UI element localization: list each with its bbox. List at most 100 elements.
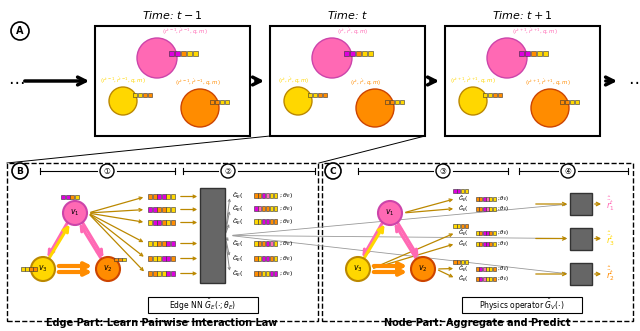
- FancyBboxPatch shape: [258, 193, 261, 198]
- Circle shape: [356, 89, 394, 127]
- FancyBboxPatch shape: [266, 241, 269, 246]
- FancyBboxPatch shape: [457, 224, 460, 228]
- FancyBboxPatch shape: [266, 193, 269, 198]
- FancyBboxPatch shape: [148, 93, 152, 97]
- FancyBboxPatch shape: [269, 256, 273, 261]
- FancyBboxPatch shape: [453, 189, 456, 193]
- FancyBboxPatch shape: [483, 242, 486, 246]
- Text: $\hat{G}_E($: $\hat{G}_E($: [458, 203, 468, 214]
- Text: Time: $t+1$: Time: $t+1$: [492, 9, 553, 21]
- Text: $\hat{G}_E($: $\hat{G}_E($: [458, 193, 468, 204]
- FancyBboxPatch shape: [479, 242, 483, 246]
- Text: $;\theta_E)$: $;\theta_E)$: [280, 254, 293, 263]
- Circle shape: [531, 89, 569, 127]
- FancyBboxPatch shape: [166, 256, 170, 261]
- FancyBboxPatch shape: [258, 241, 261, 246]
- FancyBboxPatch shape: [350, 51, 355, 56]
- FancyBboxPatch shape: [225, 100, 229, 104]
- Text: $\hat{G}_E($: $\hat{G}_E($: [458, 273, 468, 284]
- FancyBboxPatch shape: [166, 207, 170, 212]
- FancyBboxPatch shape: [479, 231, 483, 235]
- FancyBboxPatch shape: [157, 207, 161, 212]
- FancyBboxPatch shape: [489, 207, 492, 211]
- FancyBboxPatch shape: [170, 256, 175, 261]
- FancyBboxPatch shape: [476, 231, 479, 235]
- FancyBboxPatch shape: [493, 197, 495, 201]
- FancyBboxPatch shape: [258, 206, 261, 211]
- FancyBboxPatch shape: [187, 51, 192, 56]
- Text: $\hat{\ddot{r}}_1^t$: $\hat{\ddot{r}}_1^t$: [606, 195, 614, 213]
- FancyBboxPatch shape: [74, 195, 79, 199]
- FancyBboxPatch shape: [476, 242, 479, 246]
- Text: $;\theta_E)$: $;\theta_E)$: [497, 194, 509, 203]
- Circle shape: [31, 257, 55, 281]
- FancyBboxPatch shape: [270, 26, 425, 136]
- Text: $;\theta_E)$: $;\theta_E)$: [280, 217, 293, 226]
- FancyBboxPatch shape: [483, 277, 486, 281]
- Text: $v_1$: $v_1$: [385, 208, 395, 218]
- FancyBboxPatch shape: [476, 207, 479, 211]
- Text: $\cdots$: $\cdots$: [8, 72, 24, 90]
- FancyBboxPatch shape: [488, 93, 492, 97]
- FancyBboxPatch shape: [161, 220, 166, 225]
- FancyBboxPatch shape: [489, 277, 492, 281]
- Text: $\hat{G}_E($: $\hat{G}_E($: [458, 227, 468, 238]
- FancyBboxPatch shape: [254, 219, 257, 224]
- FancyBboxPatch shape: [269, 219, 273, 224]
- Text: ④: ④: [564, 166, 572, 175]
- FancyBboxPatch shape: [273, 241, 277, 246]
- FancyBboxPatch shape: [152, 207, 157, 212]
- Text: ③: ③: [440, 166, 447, 175]
- Circle shape: [436, 164, 450, 178]
- FancyBboxPatch shape: [148, 256, 152, 261]
- FancyBboxPatch shape: [525, 51, 530, 56]
- Circle shape: [137, 38, 177, 78]
- FancyBboxPatch shape: [476, 267, 479, 271]
- FancyBboxPatch shape: [166, 241, 170, 246]
- FancyBboxPatch shape: [308, 93, 312, 97]
- FancyBboxPatch shape: [362, 51, 367, 56]
- Text: $;\theta_E)$: $;\theta_E)$: [497, 239, 509, 248]
- FancyBboxPatch shape: [570, 227, 592, 250]
- FancyBboxPatch shape: [489, 197, 492, 201]
- FancyBboxPatch shape: [273, 256, 277, 261]
- FancyBboxPatch shape: [486, 277, 489, 281]
- FancyBboxPatch shape: [258, 219, 261, 224]
- FancyBboxPatch shape: [479, 197, 483, 201]
- FancyBboxPatch shape: [269, 206, 273, 211]
- Circle shape: [312, 38, 352, 78]
- FancyBboxPatch shape: [489, 267, 492, 271]
- Circle shape: [12, 163, 28, 179]
- Text: $\hat{G}_E($: $\hat{G}_E($: [232, 190, 244, 201]
- FancyBboxPatch shape: [570, 100, 574, 104]
- FancyBboxPatch shape: [170, 207, 175, 212]
- FancyBboxPatch shape: [152, 194, 157, 199]
- FancyBboxPatch shape: [486, 231, 489, 235]
- FancyBboxPatch shape: [266, 206, 269, 211]
- Text: $v_3$: $v_3$: [38, 264, 48, 274]
- FancyBboxPatch shape: [148, 297, 258, 313]
- Text: $\hat{\ddot{r}}_2^t$: $\hat{\ddot{r}}_2^t$: [606, 264, 614, 283]
- FancyBboxPatch shape: [118, 258, 122, 261]
- FancyBboxPatch shape: [95, 26, 250, 136]
- FancyBboxPatch shape: [461, 189, 464, 193]
- FancyBboxPatch shape: [489, 231, 492, 235]
- FancyBboxPatch shape: [143, 93, 147, 97]
- Text: A: A: [16, 26, 24, 36]
- Text: $;\theta_E)$: $;\theta_E)$: [497, 228, 509, 237]
- FancyBboxPatch shape: [166, 194, 170, 199]
- FancyBboxPatch shape: [565, 100, 569, 104]
- Circle shape: [63, 201, 87, 225]
- Circle shape: [109, 87, 137, 115]
- Text: ②: ②: [225, 166, 232, 175]
- FancyBboxPatch shape: [210, 100, 214, 104]
- FancyBboxPatch shape: [395, 100, 399, 104]
- FancyBboxPatch shape: [161, 207, 166, 212]
- Text: $v_2$: $v_2$: [103, 264, 113, 274]
- FancyBboxPatch shape: [269, 271, 273, 276]
- FancyBboxPatch shape: [148, 241, 152, 246]
- FancyBboxPatch shape: [476, 197, 479, 201]
- Text: $(r^t,\dot{r}^t,q,m)$: $(r^t,\dot{r}^t,q,m)$: [350, 77, 381, 88]
- FancyBboxPatch shape: [269, 193, 273, 198]
- FancyBboxPatch shape: [318, 93, 322, 97]
